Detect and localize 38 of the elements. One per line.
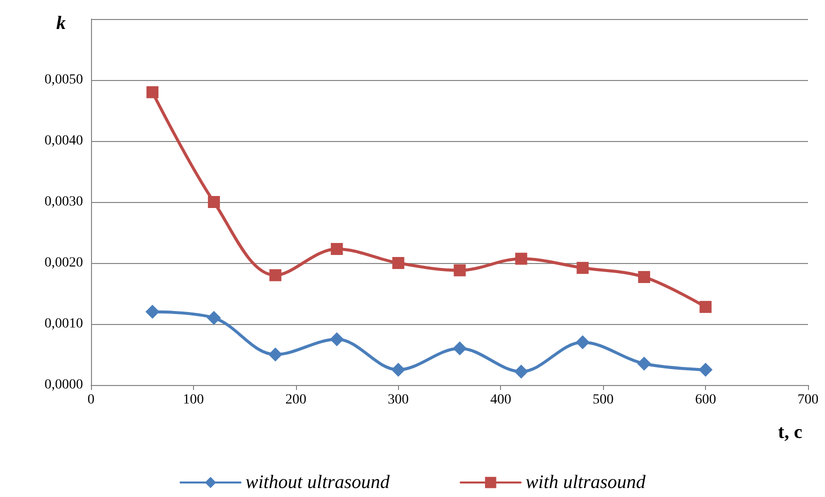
point [330,242,343,255]
y-tick-label: 0,0000 [44,378,83,392]
point [330,332,344,346]
x-axis-title: t, c [778,422,802,443]
point [700,300,712,313]
point [269,269,282,282]
legend-label: without ultrasound [246,472,390,493]
point [514,364,528,379]
point [637,356,652,371]
point [454,264,466,276]
point [452,341,467,356]
point [206,310,221,325]
point [391,362,406,377]
y-tick-label: 0,0050 [44,72,83,88]
x-tick-label: 500 [592,392,614,408]
x-tick-label: 600 [695,392,716,408]
point [576,262,589,274]
y-tick-label: 0,0020 [44,256,83,270]
point [146,86,158,98]
point [208,196,220,208]
x-tick-label: 300 [388,392,409,408]
x-tick-label: 400 [490,392,512,408]
y-axis-title: k [56,13,66,34]
point [145,304,160,319]
point [515,252,528,265]
x-tick-label: 100 [182,392,204,408]
x-tick-label: 0 [88,392,94,408]
y-tick-label: 0,0010 [44,316,83,332]
x-tick-label: 700 [798,392,818,408]
x-tick-label: 200 [285,392,306,408]
point [576,335,590,350]
y-tick-label: 0,0030 [44,194,83,210]
y-tick-label: 0,0040 [44,134,83,148]
point [392,257,404,269]
point [698,362,713,377]
point [268,348,282,362]
point [638,271,650,284]
legend-label: with ultrasound [526,472,646,493]
